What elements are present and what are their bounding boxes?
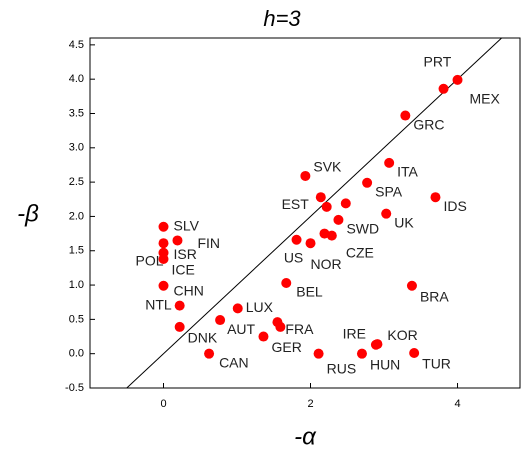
point <box>215 315 226 326</box>
point <box>174 300 185 311</box>
point <box>281 278 292 288</box>
point <box>372 339 383 350</box>
point <box>291 234 302 245</box>
point <box>326 230 337 241</box>
y-tick-label: 4.5 <box>69 39 84 51</box>
y-tick-label: 3.5 <box>69 107 84 119</box>
point-label: GRC <box>413 116 444 132</box>
point-label: EST <box>282 196 310 212</box>
reference-line <box>126 37 502 389</box>
point-label: CHN <box>174 282 204 298</box>
point <box>204 348 215 359</box>
point <box>400 110 411 121</box>
point-label: BRA <box>420 288 449 304</box>
point <box>258 331 269 342</box>
point <box>158 238 169 249</box>
point <box>406 280 417 291</box>
y-tick-label: 2.5 <box>69 176 84 188</box>
point <box>409 348 420 358</box>
point <box>172 235 183 246</box>
y-tick-label: 2.0 <box>69 210 84 222</box>
y-tick-label: 1.5 <box>69 245 84 257</box>
point-label: IRE <box>343 325 366 341</box>
y-tick-label: 4.0 <box>69 73 84 85</box>
point <box>313 348 324 359</box>
point-label: POL <box>135 253 163 269</box>
x-tick-label: 4 <box>454 398 460 410</box>
x-tick-label: 0 <box>160 398 166 410</box>
point-label: CZE <box>346 244 374 260</box>
point <box>381 208 392 219</box>
point-label: UK <box>394 214 414 230</box>
point-label: LUX <box>246 299 274 315</box>
point-label: PRT <box>424 53 452 69</box>
point <box>305 238 316 249</box>
point <box>321 201 332 212</box>
point <box>174 321 185 332</box>
point-label: BEL <box>296 284 323 300</box>
point-label: FRA <box>285 321 314 337</box>
point-label: ICE <box>172 262 195 278</box>
point <box>452 74 463 85</box>
point-label: RUS <box>327 360 357 376</box>
point-label: SVK <box>313 159 342 175</box>
point <box>362 177 373 188</box>
y-tick-label: 0.0 <box>69 348 84 360</box>
point-label: US <box>284 249 303 265</box>
point-label: SLV <box>174 217 200 233</box>
point-label: SPA <box>375 184 403 200</box>
plot-frame <box>89 37 521 389</box>
point-label: FIN <box>197 235 220 251</box>
point-label: DNK <box>188 330 218 346</box>
point-label: ISR <box>174 246 197 262</box>
point-label: NOR <box>311 256 342 272</box>
y-tick-label: 3.0 <box>69 142 84 154</box>
point <box>340 198 351 209</box>
point-label: MEX <box>470 91 501 107</box>
point <box>333 214 344 225</box>
point <box>232 303 243 314</box>
point-label: CAN <box>219 354 249 370</box>
x-tick-label: 2 <box>307 398 313 410</box>
point <box>275 321 286 332</box>
point-label: HUN <box>370 356 400 372</box>
point-label: IDS <box>443 198 466 214</box>
point <box>430 192 441 203</box>
point-label: NTL <box>145 296 172 312</box>
y-tick-label: 0.5 <box>69 313 84 325</box>
point-label: KOR <box>387 327 417 343</box>
point <box>158 280 169 291</box>
chart-title: h=3 <box>263 6 301 31</box>
point-label: GER <box>271 339 301 355</box>
point-label: ITA <box>397 164 418 180</box>
point <box>158 221 169 232</box>
point <box>315 192 326 203</box>
x-axis-label: -α <box>294 423 317 450</box>
point <box>356 348 367 359</box>
point <box>384 157 395 168</box>
point <box>300 170 311 181</box>
point <box>158 253 169 264</box>
y-tick-label: -0.5 <box>65 382 84 394</box>
y-tick-label: 1.0 <box>69 279 84 291</box>
y-axis-label: -β <box>17 200 39 227</box>
point-label: TUR <box>422 356 451 372</box>
point <box>438 83 449 94</box>
point-label: AUT <box>227 321 255 337</box>
point-label: SWD <box>346 221 379 237</box>
